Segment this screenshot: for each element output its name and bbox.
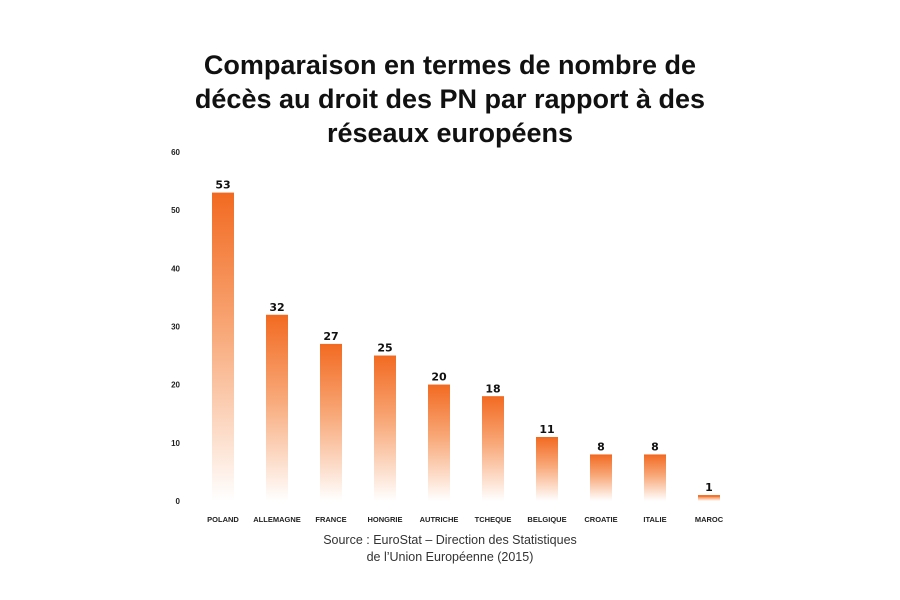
bar-poland bbox=[212, 192, 234, 501]
source-line-1: Source : EuroStat – Direction des Statis… bbox=[323, 533, 577, 547]
value-label-hongrie: 25 bbox=[377, 342, 392, 355]
bar-cap-tcheque bbox=[482, 396, 504, 398]
y-tick-label-30: 30 bbox=[171, 323, 180, 332]
bars-group bbox=[212, 192, 720, 501]
value-label-poland: 53 bbox=[215, 179, 230, 192]
bar-cap-maroc bbox=[698, 495, 720, 497]
bar-hongrie bbox=[374, 355, 396, 501]
bar-allemagne bbox=[266, 314, 288, 501]
source-line-2: de l’Union Européenne (2015) bbox=[366, 550, 534, 564]
bar-cap-poland bbox=[212, 192, 234, 195]
chart-title: Comparaison en termes de nombre de décès… bbox=[150, 48, 750, 150]
x-tick-label-tcheque: TCHEQUE bbox=[475, 515, 512, 524]
y-tick-label-60: 60 bbox=[171, 148, 180, 157]
chart-title-line-1: Comparaison en termes de nombre de bbox=[203, 50, 697, 80]
bar-belgique bbox=[536, 437, 558, 501]
value-labels-group: 53 32 27 25 20 18 11 8 8 1 bbox=[215, 179, 712, 494]
x-tick-label-autriche: AUTRICHE bbox=[420, 515, 459, 524]
x-axis: POLAND ALLEMAGNE FRANCE HONGRIE AUTRICHE TCHE… bbox=[207, 515, 724, 524]
bar-autriche bbox=[428, 384, 450, 501]
y-axis: 0 10 20 30 40 50 60 bbox=[171, 148, 180, 506]
bar-cap-hongrie bbox=[374, 355, 396, 358]
value-label-belgique: 11 bbox=[539, 423, 554, 436]
bar-cap-autriche bbox=[428, 384, 450, 387]
value-label-autriche: 20 bbox=[431, 371, 447, 384]
source-note: Source : EuroStat – Direction des Statis… bbox=[250, 532, 650, 566]
y-tick-label-10: 10 bbox=[171, 439, 180, 448]
bar-cap-allemagne bbox=[266, 314, 288, 317]
bar-cap-croatie bbox=[590, 454, 612, 456]
x-tick-label-belgique: BELGIQUE bbox=[527, 515, 566, 524]
bar-cap-belgique bbox=[536, 437, 558, 439]
y-tick-label-40: 40 bbox=[171, 264, 180, 273]
y-tick-label-20: 20 bbox=[171, 381, 180, 390]
bar-cap-italie bbox=[644, 454, 666, 456]
value-label-maroc: 1 bbox=[705, 481, 713, 494]
value-label-allemagne: 32 bbox=[269, 301, 284, 314]
x-tick-label-croatie: CROATIE bbox=[584, 515, 617, 524]
x-tick-label-hongrie: HONGRIE bbox=[367, 515, 402, 524]
value-label-croatie: 8 bbox=[597, 440, 605, 453]
x-tick-label-maroc: MAROC bbox=[695, 515, 724, 524]
value-label-italie: 8 bbox=[651, 440, 659, 453]
chart-title-line-3: réseaux européens bbox=[326, 118, 574, 148]
bar-tcheque bbox=[482, 396, 504, 501]
bar-maroc bbox=[698, 495, 720, 501]
value-label-france: 27 bbox=[323, 330, 338, 343]
bar-italie bbox=[644, 454, 666, 501]
y-tick-label-0: 0 bbox=[176, 497, 181, 506]
bar-cap-france bbox=[320, 343, 342, 346]
bar-croatie bbox=[590, 454, 612, 501]
x-tick-label-allemagne: ALLEMAGNE bbox=[253, 515, 301, 524]
x-tick-label-poland: POLAND bbox=[207, 515, 239, 524]
x-tick-label-france: FRANCE bbox=[315, 515, 346, 524]
chart-title-line-2: décès au droit des PN par rapport à des bbox=[194, 84, 706, 114]
bar-france bbox=[320, 343, 342, 501]
x-tick-label-italie: ITALIE bbox=[643, 515, 666, 524]
y-tick-label-50: 50 bbox=[171, 206, 180, 215]
value-label-tcheque: 18 bbox=[485, 382, 500, 395]
